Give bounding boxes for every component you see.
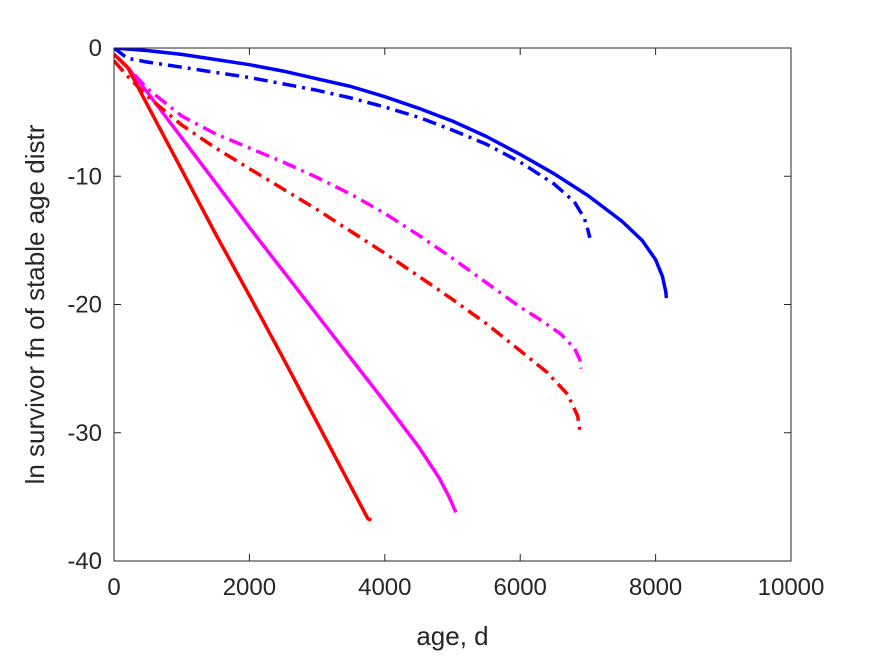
axes-box bbox=[113, 47, 792, 562]
series-line-3 bbox=[114, 53, 458, 514]
axes bbox=[113, 47, 792, 562]
plot-area bbox=[114, 48, 669, 522]
y-tick-label: -30 bbox=[67, 420, 102, 447]
y-axis-title: ln survivor fn of stable age distr bbox=[20, 124, 50, 484]
y-tick-label: 0 bbox=[89, 35, 102, 62]
x-tick-label: 8000 bbox=[629, 574, 682, 601]
x-axis-title: age, d bbox=[416, 621, 488, 651]
x-tick-label: 10000 bbox=[758, 574, 825, 601]
x-tick-label: 2000 bbox=[223, 574, 276, 601]
labels: 0 2000 4000 6000 8000 10000 0 -10 -20 -30 -40 age, … bbox=[20, 35, 824, 651]
x-tick-label: 6000 bbox=[494, 574, 547, 601]
x-tick-label: 0 bbox=[107, 574, 120, 601]
y-tick-label: -10 bbox=[67, 163, 102, 190]
series-line-2 bbox=[114, 48, 592, 239]
y-tick-label: -40 bbox=[67, 548, 102, 575]
x-tick-label: 4000 bbox=[358, 574, 411, 601]
y-tick-label: -20 bbox=[67, 292, 102, 319]
series-line-4 bbox=[114, 53, 583, 369]
series-line-5 bbox=[114, 53, 372, 522]
series-line-1 bbox=[114, 48, 669, 299]
